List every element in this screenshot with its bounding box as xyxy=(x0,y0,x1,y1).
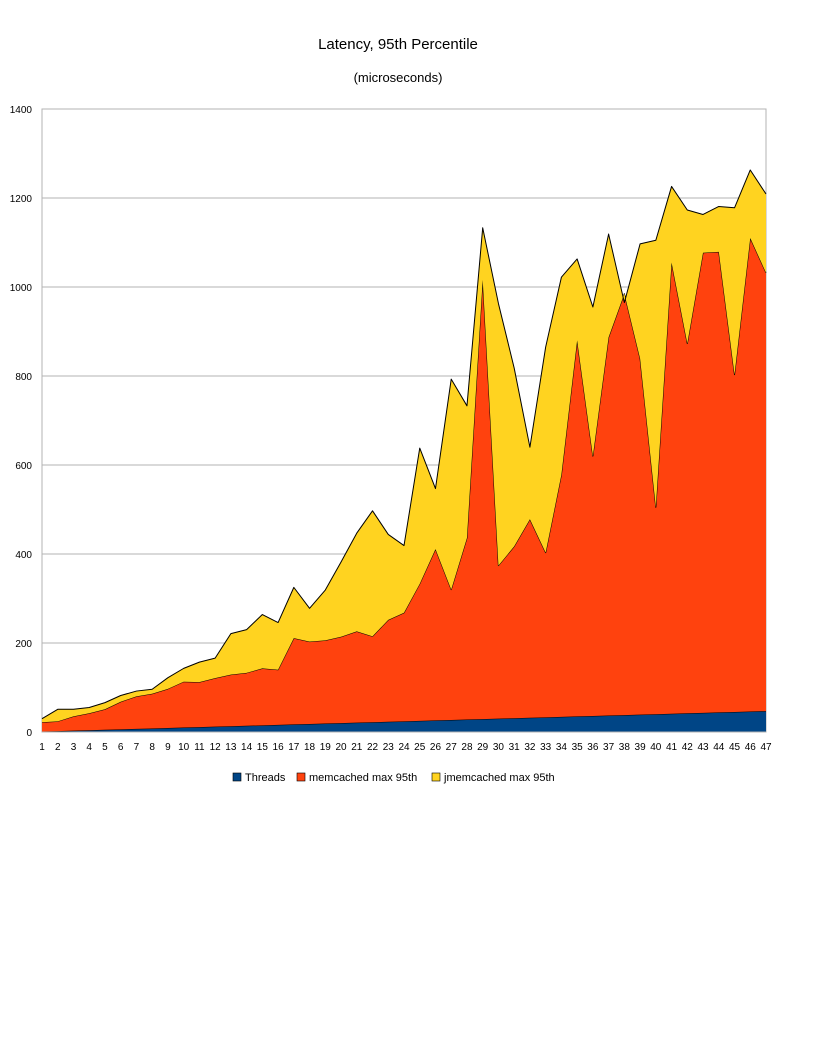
x-tick-label-2: 2 xyxy=(55,742,61,753)
x-tick-label-35: 35 xyxy=(572,742,584,753)
y-tick-label-1400: 1400 xyxy=(10,105,33,116)
chart-subtitle: (microseconds) xyxy=(353,70,443,85)
x-tick-label-23: 23 xyxy=(383,742,395,753)
x-tick-label-11: 11 xyxy=(194,742,205,753)
x-tick-label-7: 7 xyxy=(134,742,140,753)
x-tick-label-14: 14 xyxy=(241,742,253,753)
legend-swatch-2 xyxy=(431,772,441,782)
x-tick-label-4: 4 xyxy=(86,742,92,753)
x-tick-label-44: 44 xyxy=(713,742,725,753)
x-tick-label-26: 26 xyxy=(430,742,442,753)
x-tick-label-32: 32 xyxy=(524,742,536,753)
x-tick-label-3: 3 xyxy=(71,742,77,753)
y-tick-label-600: 600 xyxy=(15,461,32,472)
x-tick-label-30: 30 xyxy=(493,742,505,753)
x-tick-label-40: 40 xyxy=(650,742,662,753)
legend-label-2: jmemcached max 95th xyxy=(443,772,555,784)
area-2 xyxy=(42,169,766,723)
x-tick-label-5: 5 xyxy=(102,742,108,753)
area-1 xyxy=(42,238,766,732)
x-tick-label-46: 46 xyxy=(745,742,757,753)
x-tick-label-10: 10 xyxy=(178,742,190,753)
legend-swatch-0 xyxy=(232,772,242,782)
x-tick-label-24: 24 xyxy=(398,742,410,753)
x-tick-label-1: 1 xyxy=(39,742,45,753)
x-tick-label-29: 29 xyxy=(477,742,489,753)
x-tick-label-28: 28 xyxy=(461,742,473,753)
x-tick-label-6: 6 xyxy=(118,742,124,753)
y-tick-label-1200: 1200 xyxy=(10,194,33,205)
y-tick-label-400: 400 xyxy=(15,550,32,561)
x-tick-label-31: 31 xyxy=(509,742,521,753)
legend-label-1: memcached max 95th xyxy=(309,772,417,784)
x-tick-label-41: 41 xyxy=(666,742,678,753)
x-tick-label-27: 27 xyxy=(446,742,458,753)
x-tick-label-36: 36 xyxy=(587,742,599,753)
x-tick-label-20: 20 xyxy=(335,742,347,753)
x-tick-label-25: 25 xyxy=(414,742,426,753)
x-tick-label-21: 21 xyxy=(351,742,363,753)
chart-title: Latency, 95th Percentile xyxy=(318,36,478,53)
x-tick-label-13: 13 xyxy=(225,742,237,753)
x-tick-label-38: 38 xyxy=(619,742,631,753)
x-tick-label-16: 16 xyxy=(273,742,285,753)
y-tick-label-1000: 1000 xyxy=(10,283,33,294)
x-tick-label-17: 17 xyxy=(288,742,300,753)
x-tick-label-34: 34 xyxy=(556,742,568,753)
x-tick-label-22: 22 xyxy=(367,742,379,753)
x-tick-label-45: 45 xyxy=(729,742,741,753)
x-tick-label-15: 15 xyxy=(257,742,269,753)
x-tick-label-39: 39 xyxy=(635,742,647,753)
x-tick-label-19: 19 xyxy=(320,742,332,753)
y-tick-label-200: 200 xyxy=(15,639,32,650)
x-tick-label-12: 12 xyxy=(210,742,222,753)
y-tick-label-0: 0 xyxy=(26,728,32,739)
x-tick-label-42: 42 xyxy=(682,742,694,753)
x-tick-label-9: 9 xyxy=(165,742,171,753)
y-tick-label-800: 800 xyxy=(15,372,32,383)
x-tick-label-47: 47 xyxy=(760,742,772,753)
x-tick-label-18: 18 xyxy=(304,742,316,753)
x-tick-label-43: 43 xyxy=(697,742,709,753)
x-tick-label-8: 8 xyxy=(149,742,155,753)
x-tick-label-37: 37 xyxy=(603,742,615,753)
area-outline-2 xyxy=(41,169,767,720)
x-tick-label-33: 33 xyxy=(540,742,552,753)
legend-label-0: Threads xyxy=(245,772,286,784)
legend-swatch-1 xyxy=(296,772,306,782)
